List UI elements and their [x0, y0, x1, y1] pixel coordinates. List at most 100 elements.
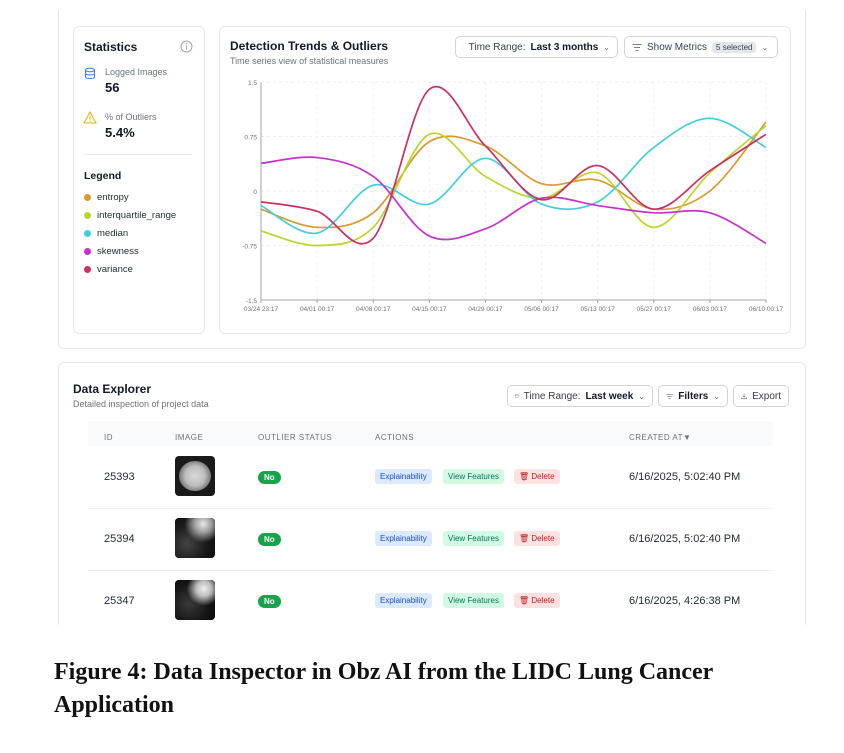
nodule-shape: [175, 518, 215, 558]
statistics-card: Statistics Logged Images 56 % of Outlier…: [73, 26, 205, 334]
calendar-icon: [463, 46, 464, 48]
filters-label: Filters: [678, 390, 709, 402]
y-tick-label: 0.75: [244, 135, 257, 142]
x-tick-label: 04/01 00:17: [300, 306, 335, 313]
warning-icon: [83, 111, 97, 124]
delete-label: Delete: [531, 534, 555, 543]
x-tick-label: 04/29 00:17: [468, 306, 503, 313]
delete-button[interactable]: 🗑 Delete: [514, 531, 560, 546]
explainability-button[interactable]: Explainability: [375, 531, 432, 546]
series-line-interquartile_range: [260, 124, 767, 247]
statistics-title: Statistics: [84, 40, 138, 54]
ct-thumbnail[interactable]: [175, 518, 215, 558]
x-tick-label: 06/10 00:17: [749, 306, 784, 313]
view-features-button[interactable]: View Features: [443, 531, 504, 546]
table-header: [88, 421, 773, 446]
x-tick-label: 05/06 00:17: [524, 306, 559, 313]
x-tick-label: 05/13 00:17: [580, 306, 615, 313]
row-id: 25393: [104, 471, 135, 483]
logged-images-value: 56: [105, 80, 120, 95]
row-id: 25347: [104, 595, 135, 607]
column-header-created-at[interactable]: CREATED AT▼: [629, 433, 692, 442]
trash-icon: 🗑: [519, 596, 530, 605]
legend-label: interquartile_range: [97, 209, 177, 221]
chevron-down-icon: ⌄: [713, 391, 720, 401]
selected-count-badge: 5 selected: [712, 41, 757, 53]
series-line-entropy: [260, 121, 767, 229]
legend-item[interactable]: variance: [84, 260, 176, 278]
column-header-id[interactable]: ID: [104, 433, 113, 442]
x-tick-label: 05/27 00:17: [637, 306, 672, 313]
show-metrics-dropdown[interactable]: Show Metrics 5 selected ⌄: [624, 36, 778, 58]
legend-dot: [84, 193, 91, 201]
info-icon[interactable]: [180, 40, 193, 53]
trends-title: Detection Trends & Outliers: [230, 39, 389, 53]
trend-line-chart: 1.5 0.75 0 -0.75 -1.503/24 23:17 04/01 00:17 0…: [242, 80, 784, 313]
series-line-skewness: [260, 156, 767, 245]
column-header-actions[interactable]: ACTIONS: [375, 433, 415, 442]
divider: [84, 154, 192, 155]
download-icon: [741, 393, 747, 399]
filters-dropdown[interactable]: Filters ⌄: [658, 385, 728, 407]
trends-time-range-dropdown[interactable]: Time Range: Last 3 months ⌄: [455, 36, 618, 58]
trends-card: Detection Trends & Outliers Time series …: [219, 26, 791, 334]
legend-dot: [84, 265, 91, 273]
column-header-image[interactable]: IMAGE: [175, 433, 204, 442]
explainability-button[interactable]: Explainability: [375, 469, 432, 484]
y-tick-label: 1.5: [248, 80, 257, 87]
nodule-shape: [175, 580, 215, 620]
chevron-down-icon: ⌄: [603, 42, 610, 52]
explorer-time-range-dropdown[interactable]: Time Range: Last week ⌄: [507, 385, 653, 407]
time-range-label: Time Range:: [468, 41, 526, 53]
show-metrics-label: Show Metrics: [647, 41, 708, 53]
outlier-status-badge: No: [258, 533, 281, 546]
legend-list: entropy interquartile_range median skewn…: [84, 188, 176, 278]
view-features-button[interactable]: View Features: [443, 469, 504, 484]
delete-button[interactable]: 🗑 Delete: [514, 469, 560, 484]
export-button[interactable]: Export: [733, 385, 789, 407]
explorer-subtitle: Detailed inspection of project data: [73, 399, 209, 409]
table-row[interactable]: [88, 508, 773, 571]
row-created-at: 6/16/2025, 4:26:38 PM: [629, 595, 741, 607]
legend-label: entropy: [97, 191, 129, 203]
legend-title: Legend: [84, 170, 122, 182]
time-range-value: Last 3 months: [530, 41, 599, 53]
trends-subtitle: Time series view of statistical measures: [230, 56, 389, 66]
chevron-down-icon: ⌄: [638, 391, 645, 401]
explorer-title: Data Explorer: [73, 382, 152, 396]
outlier-status-badge: No: [258, 595, 281, 608]
table-row[interactable]: [88, 446, 773, 509]
series-line-median: [260, 117, 767, 235]
x-tick-label: 06/03 00:17: [693, 306, 728, 313]
filter-icon: [632, 43, 642, 51]
ct-thumbnail[interactable]: [175, 580, 215, 620]
x-tick-label: 04/15 00:17: [412, 306, 447, 313]
legend-item[interactable]: skewness: [84, 242, 176, 260]
logged-images-label: Logged Images: [105, 67, 168, 77]
column-header-outlier-status[interactable]: OUTLIER STATUS: [258, 433, 333, 442]
delete-button[interactable]: 🗑 Delete: [514, 593, 560, 608]
calendar-icon: [515, 394, 519, 398]
series-line-variance: [260, 85, 767, 245]
filter-icon: [666, 393, 673, 399]
ct-thumbnail[interactable]: [175, 456, 215, 496]
row-id: 25394: [104, 533, 135, 545]
y-tick-label: -1.5: [246, 298, 258, 305]
trash-icon: 🗑: [519, 534, 530, 543]
legend-dot: [84, 229, 91, 237]
legend-item[interactable]: entropy: [84, 188, 176, 206]
nodule-shape: [179, 461, 211, 491]
x-tick-label: 03/24 23:17: [244, 306, 279, 313]
legend-item[interactable]: median: [84, 224, 176, 242]
delete-label: Delete: [531, 596, 555, 605]
explainability-button[interactable]: Explainability: [375, 593, 432, 608]
legend-dot: [84, 247, 91, 255]
export-label: Export: [752, 390, 781, 402]
x-tick-label: 04/08 00:17: [356, 306, 391, 313]
legend-label: variance: [97, 263, 133, 275]
row-created-at: 6/16/2025, 5:02:40 PM: [629, 471, 741, 483]
view-features-button[interactable]: View Features: [443, 593, 504, 608]
legend-item[interactable]: interquartile_range: [84, 206, 176, 224]
delete-label: Delete: [531, 472, 555, 481]
time-range-value: Last week: [585, 390, 634, 402]
